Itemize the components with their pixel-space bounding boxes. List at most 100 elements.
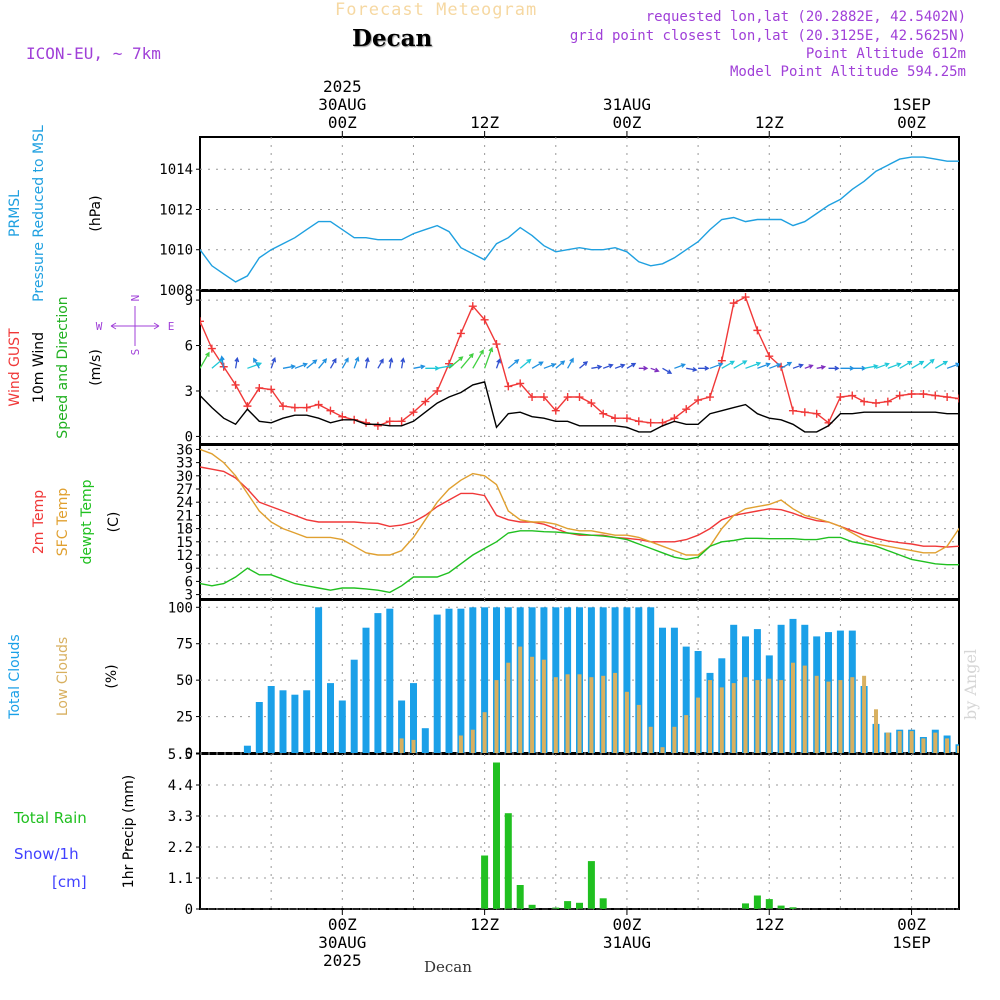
- bottom-tick-label: 30AUG: [318, 933, 366, 952]
- y-tick-label: 50: [176, 673, 193, 689]
- axis-label-clouds-2: (%): [104, 664, 120, 688]
- bar-low-clouds: [684, 715, 689, 753]
- gust-point: [207, 344, 216, 353]
- gust-point: [492, 340, 501, 349]
- wind-arrow: [567, 357, 574, 369]
- wind-arrow: [958, 367, 959, 369]
- bottom-tick-label: 00Z: [897, 915, 926, 934]
- top-tick-label: 2025: [323, 77, 362, 96]
- bar-low-clouds: [708, 680, 712, 753]
- bar-total-rain: [742, 903, 749, 909]
- bar-low-clouds: [672, 726, 677, 753]
- bar-total-rain: [516, 885, 524, 909]
- wind-arrow: [555, 360, 566, 369]
- wind-arrow: [219, 355, 225, 369]
- wind-arrow: [377, 358, 384, 369]
- gust-point: [409, 408, 418, 417]
- bar-low-clouds: [530, 656, 535, 753]
- y-tick-label: 1008: [159, 283, 193, 299]
- bar-low-clouds: [755, 680, 760, 753]
- gust-point: [373, 421, 382, 430]
- bar-low-clouds: [945, 738, 950, 753]
- gust-point: [812, 409, 821, 418]
- y-tick-label: 1.1: [168, 871, 193, 887]
- bar-low-clouds: [601, 675, 606, 753]
- gust-point: [587, 399, 596, 408]
- y-tick-label: 0: [185, 429, 193, 445]
- bar-low-clouds: [933, 732, 938, 753]
- wind-arrow: [650, 367, 660, 373]
- y-tick-label: 6: [185, 574, 193, 590]
- top-tick-label: 12Z: [755, 113, 784, 132]
- y-tick-label: 1014: [159, 162, 193, 178]
- series-line-prmsl: [200, 156, 959, 283]
- bar-low-clouds: [814, 675, 819, 753]
- bar-low-clouds: [719, 687, 724, 753]
- top-tick-label: 00Z: [612, 113, 641, 132]
- wind-arrow: [911, 360, 925, 369]
- axis-label-wind-0: Wind GUST: [7, 328, 23, 407]
- compass-east: E: [168, 320, 175, 333]
- wind-arrow: [519, 358, 532, 369]
- bar-low-clouds: [589, 677, 594, 753]
- wind-arrow: [247, 362, 263, 369]
- wind-arrow: [306, 359, 318, 369]
- bar-total-clouds: [635, 607, 643, 753]
- wind-arrow: [234, 356, 240, 369]
- wind-arrow: [364, 356, 370, 369]
- bar-low-clouds: [874, 709, 878, 753]
- bottom-tick-label: 00Z: [328, 915, 357, 934]
- wind-arrow: [318, 358, 328, 369]
- bar-low-clouds: [506, 662, 511, 753]
- y-tick-label: 3: [185, 384, 193, 400]
- gust-point: [622, 414, 631, 423]
- wind-arrow: [757, 362, 771, 369]
- wind-arrow: [852, 365, 867, 371]
- bar-total-rain: [493, 762, 500, 909]
- point-altitude: Point Altitude 612m: [805, 46, 966, 62]
- bar-low-clouds: [482, 712, 487, 753]
- wind-arrow: [507, 359, 520, 369]
- gust-point: [433, 386, 442, 395]
- wind-arrow: [200, 351, 210, 369]
- bar-low-clouds: [993, 752, 997, 754]
- gust-point: [528, 393, 537, 402]
- bar-low-clouds: [767, 678, 772, 753]
- gust-point: [480, 315, 489, 324]
- bar-low-clouds: [613, 672, 618, 753]
- gust-point: [290, 403, 299, 412]
- gust-point: [848, 391, 857, 400]
- wind-arrow: [887, 362, 902, 369]
- gust-point: [279, 402, 288, 411]
- bottom-tick-label: 1SEP: [892, 933, 931, 952]
- gust-point: [967, 399, 975, 407]
- gust-point: [907, 390, 916, 399]
- panel-pressure: 1008 1010 1012 1014 PRMSL Pressure Reduced to…: [7, 125, 960, 302]
- wind-arrow: [591, 364, 603, 370]
- panel-frame: [199, 753, 960, 910]
- bar-low-clouds: [518, 646, 523, 753]
- wind-arrow: [329, 357, 337, 369]
- compass-arrows: [110, 306, 160, 346]
- bar-total-clouds: [457, 608, 465, 753]
- gust-point: [267, 385, 276, 394]
- wind-arrow: [721, 360, 735, 369]
- wind-arrow: [875, 362, 890, 369]
- gust-point: [705, 393, 714, 402]
- bar-low-clouds: [696, 697, 701, 753]
- series-line-dewpt-temp: [200, 530, 959, 594]
- product-title: Forecast Meteogram: [335, 0, 538, 20]
- axis-label-wind-2: Speed and Direction: [55, 296, 71, 438]
- wind-arrow: [353, 356, 360, 369]
- series-line-sfc-temp: [200, 448, 959, 556]
- axis-label-wind-1: 10m Wind: [31, 332, 47, 403]
- gust-point: [397, 417, 406, 426]
- bar-total-clouds: [279, 690, 287, 753]
- gust-point: [694, 396, 703, 405]
- top-tick-label: 12Z: [470, 113, 499, 132]
- top-tick-label: 00Z: [328, 113, 357, 132]
- wind-arrow: [472, 349, 484, 369]
- panel-marks: [200, 156, 959, 283]
- gust-point: [611, 414, 620, 423]
- top-tick-label: 00Z: [897, 113, 926, 132]
